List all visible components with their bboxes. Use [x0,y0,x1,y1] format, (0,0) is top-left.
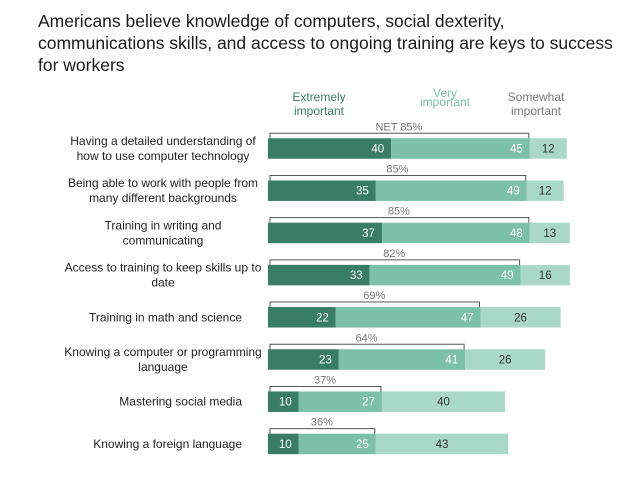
bar-segment [520,264,570,286]
bar-segment [298,391,382,412]
data-label: 33 [350,270,363,282]
bar-segment [268,391,299,412]
bar-segment [480,307,561,328]
net-bracket [269,385,382,392]
net-label: 85% [388,206,410,218]
bar-segment [529,138,567,159]
category-label: Training in writing and [105,218,222,232]
data-label: 43 [436,439,449,451]
category-label: Being able to work with people from [68,176,258,190]
bar-segment [268,264,370,286]
bar-segment [268,433,299,455]
category-label: how to use computer technology [77,149,250,163]
category-label: date [151,276,175,290]
data-label: 26 [514,312,527,324]
net-bracket [269,343,465,350]
bar-segment [268,222,382,244]
bar-segment [381,391,506,412]
data-label: 48 [510,228,523,240]
bar-segment [268,180,376,201]
data-label: 49 [501,270,514,282]
legend-label: important [294,104,345,118]
net-label: NET 85% [375,121,422,133]
data-label: 27 [362,397,375,409]
data-label: 37 [362,228,375,240]
net-label: 82% [383,248,405,260]
bar-segment [335,307,481,328]
data-label: 49 [507,186,520,198]
data-label: 26 [499,355,512,367]
data-label: 10 [279,439,292,451]
category-label: communicating [123,233,204,247]
data-label: 10 [279,397,292,409]
bar-segment [529,222,570,244]
data-label: 47 [461,312,474,324]
data-label: 12 [542,144,555,156]
category-label: language [138,360,188,374]
category-label: Access to training to keep skills up to [65,261,262,275]
bar-segment [338,349,466,370]
legend-label: Very [433,86,457,100]
data-label: 12 [539,186,552,198]
category-label: Knowing a foreign language [93,437,242,451]
net-bracket [269,259,521,265]
bar-segment [391,138,530,159]
net-bracket [269,301,481,308]
bar-segment [375,180,527,201]
category-label: Having a detailed understanding of [70,134,256,148]
bar-segment [369,264,521,286]
data-label: 22 [316,312,329,324]
bar-segment [298,433,376,455]
net-label: 64% [356,332,378,344]
bar-segment [375,433,509,455]
category-label: Training in math and science [89,310,242,324]
net-bracket [269,174,527,181]
legend-label: important [420,95,471,109]
data-label: 40 [371,144,384,156]
bar-segment [268,349,339,370]
legend-label: Somewhat [508,90,565,104]
chart-title: Americans believe knowledge of computers… [38,11,613,75]
category-label: Knowing a computer or programming [64,345,261,359]
bar-segment [268,307,336,328]
bar-segment [381,222,530,244]
data-label: 16 [539,270,552,282]
data-label: 45 [510,144,523,156]
net-label: 85% [386,163,408,175]
net-bracket [269,132,530,139]
bar-segment [268,138,392,159]
net-label: 37% [314,374,336,386]
category-label: many different backgrounds [89,191,237,205]
net-bracket [269,428,376,434]
data-label: 41 [445,355,458,367]
legend-label: important [511,104,562,118]
data-label: 25 [356,439,369,451]
bar-segment [465,349,546,370]
data-label: 13 [543,228,556,240]
net-bracket [269,217,530,223]
net-label: 36% [311,417,333,429]
data-label: 40 [437,397,450,409]
category-label: Mastering social media [119,395,242,409]
bar-segment [526,180,564,201]
data-label: 35 [356,186,369,198]
data-label: 23 [319,355,332,367]
legend-label: Extremely [292,90,345,104]
net-label: 69% [363,290,385,302]
